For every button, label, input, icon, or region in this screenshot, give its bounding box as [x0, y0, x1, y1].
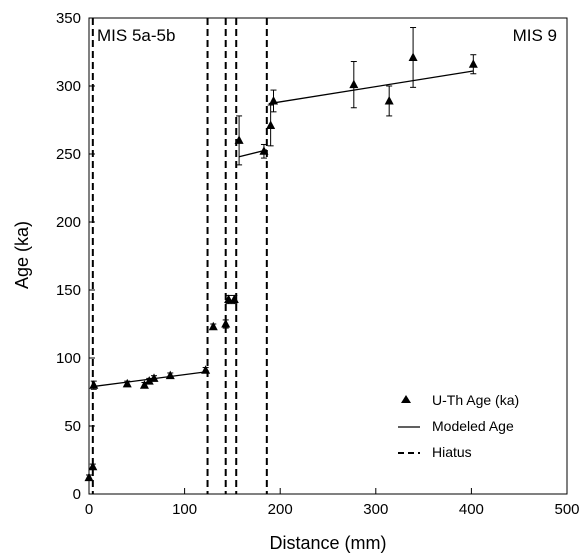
- uth-age-point: [234, 135, 244, 144]
- uth-age-point: [165, 370, 175, 380]
- uth-age-point: [384, 95, 394, 105]
- uth-age-point: [266, 120, 276, 129]
- plot-frame: [88, 17, 568, 495]
- y-tick-label: 150: [56, 282, 81, 299]
- y-tick-label: 250: [56, 146, 81, 163]
- x-tick-label: 100: [172, 501, 197, 518]
- y-tick-label: 0: [73, 486, 81, 503]
- y-tick-label: 350: [56, 10, 81, 27]
- uth-age-point: [122, 378, 132, 388]
- uth-age-point: [201, 365, 211, 374]
- modeled-age-lines: [92, 70, 474, 388]
- uth-age-point: [221, 319, 231, 328]
- uth-age-point: [89, 380, 99, 389]
- uth-age-point: [139, 380, 149, 389]
- uth-age-point: [408, 52, 418, 61]
- uth-age-point: [269, 95, 279, 105]
- uth-age-point: [224, 294, 234, 304]
- uth-age-point: [229, 294, 239, 304]
- x-tick-label: 0: [85, 501, 93, 518]
- axis-ticks: 0 100 200 300 400 500 0 50 100 150 200 250 300 350: [56, 10, 580, 518]
- x-tick-label: 500: [554, 501, 579, 518]
- annotation-mis-5a-5b: MIS 5a-5b: [97, 26, 175, 45]
- y-tick-label: 50: [64, 418, 81, 435]
- hiatus-lines: [91, 18, 268, 494]
- legend: U-Th Age (ka) Modeled Age Hiatus: [398, 392, 519, 460]
- x-tick-label: 400: [459, 501, 484, 518]
- annotation-mis-9: MIS 9: [513, 26, 557, 45]
- x-axis-title: Distance (mm): [269, 533, 386, 553]
- y-axis-title: Age (ka): [12, 221, 32, 289]
- x-tick-label: 300: [363, 501, 388, 518]
- uth-age-point: [208, 321, 218, 331]
- uth-age-point: [349, 79, 359, 89]
- y-tick-label: 200: [56, 214, 81, 231]
- uth-age-point: [144, 376, 154, 385]
- legend-label-uth: U-Th Age (ka): [432, 392, 519, 408]
- legend-label-hiatus: Hiatus: [432, 444, 472, 460]
- legend-label-modeled: Modeled Age: [432, 418, 514, 434]
- uth-age-point: [88, 461, 98, 471]
- x-tick-label: 200: [268, 501, 293, 518]
- legend-marker-uth: [401, 395, 411, 403]
- uth-age-point: [468, 59, 478, 68]
- uth-age-point: [149, 373, 159, 382]
- y-tick-label: 300: [56, 78, 81, 95]
- y-tick-label: 100: [56, 350, 81, 367]
- error-bars: [86, 27, 477, 481]
- modeled-age-segment: [268, 70, 474, 105]
- data-points: [84, 52, 478, 482]
- uth-age-point: [259, 146, 269, 155]
